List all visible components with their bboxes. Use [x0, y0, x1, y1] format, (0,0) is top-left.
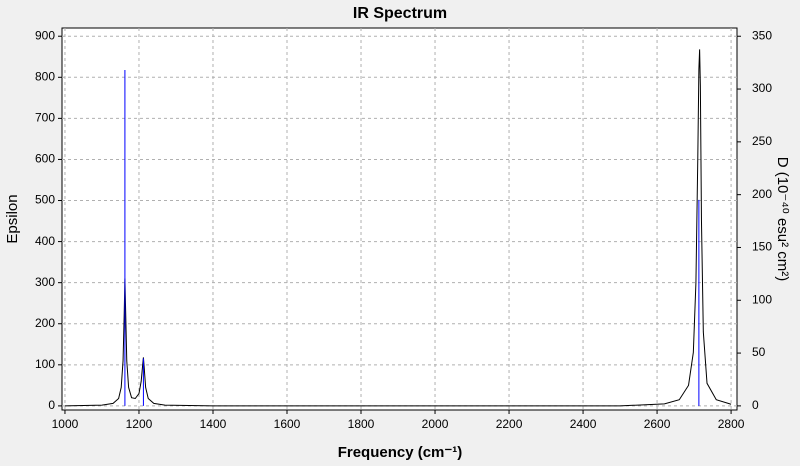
y-tick-label: 800 — [35, 69, 55, 83]
y-tick-label: 600 — [35, 152, 55, 166]
y-axis-label: Epsilon — [4, 194, 21, 243]
x-tick-label: 1600 — [274, 417, 301, 431]
chart-title: IR Spectrum — [353, 5, 447, 22]
x-tick-label: 2800 — [718, 417, 745, 431]
x-tick-label: 2200 — [496, 417, 523, 431]
x-tick-label: 2600 — [644, 417, 671, 431]
y2-tick-label: 100 — [752, 292, 772, 306]
y-tick-label: 200 — [35, 316, 55, 330]
x-tick-label: 1000 — [52, 417, 79, 431]
x-axis-label: Frequency (cm⁻¹) — [338, 444, 463, 461]
x-tick-label: 2400 — [570, 417, 597, 431]
y-tick-label: 900 — [35, 28, 55, 42]
y2-tick-label: 50 — [752, 345, 766, 359]
y2-tick-label: 0 — [752, 398, 759, 412]
y-tick-label: 400 — [35, 234, 55, 248]
plot-area — [61, 27, 738, 411]
x-tick-label: 1800 — [348, 417, 375, 431]
y2-tick-label: 200 — [752, 187, 772, 201]
y2-tick-label: 150 — [752, 240, 772, 254]
y-tick-label: 0 — [48, 398, 55, 412]
y2-tick-label: 300 — [752, 81, 772, 95]
y2-tick-label: 250 — [752, 134, 772, 148]
y-tick-label: 100 — [35, 357, 55, 371]
y-tick-label: 300 — [35, 275, 55, 289]
y-tick-label: 700 — [35, 111, 55, 125]
x-tick-label: 1200 — [126, 417, 153, 431]
y-tick-label: 500 — [35, 193, 55, 207]
y2-tick-label: 350 — [752, 28, 772, 42]
x-tick-label: 1400 — [200, 417, 227, 431]
x-tick-label: 2000 — [422, 417, 449, 431]
y2-axis-label: D (10⁻⁴⁰ esu² cm²) — [774, 157, 791, 282]
